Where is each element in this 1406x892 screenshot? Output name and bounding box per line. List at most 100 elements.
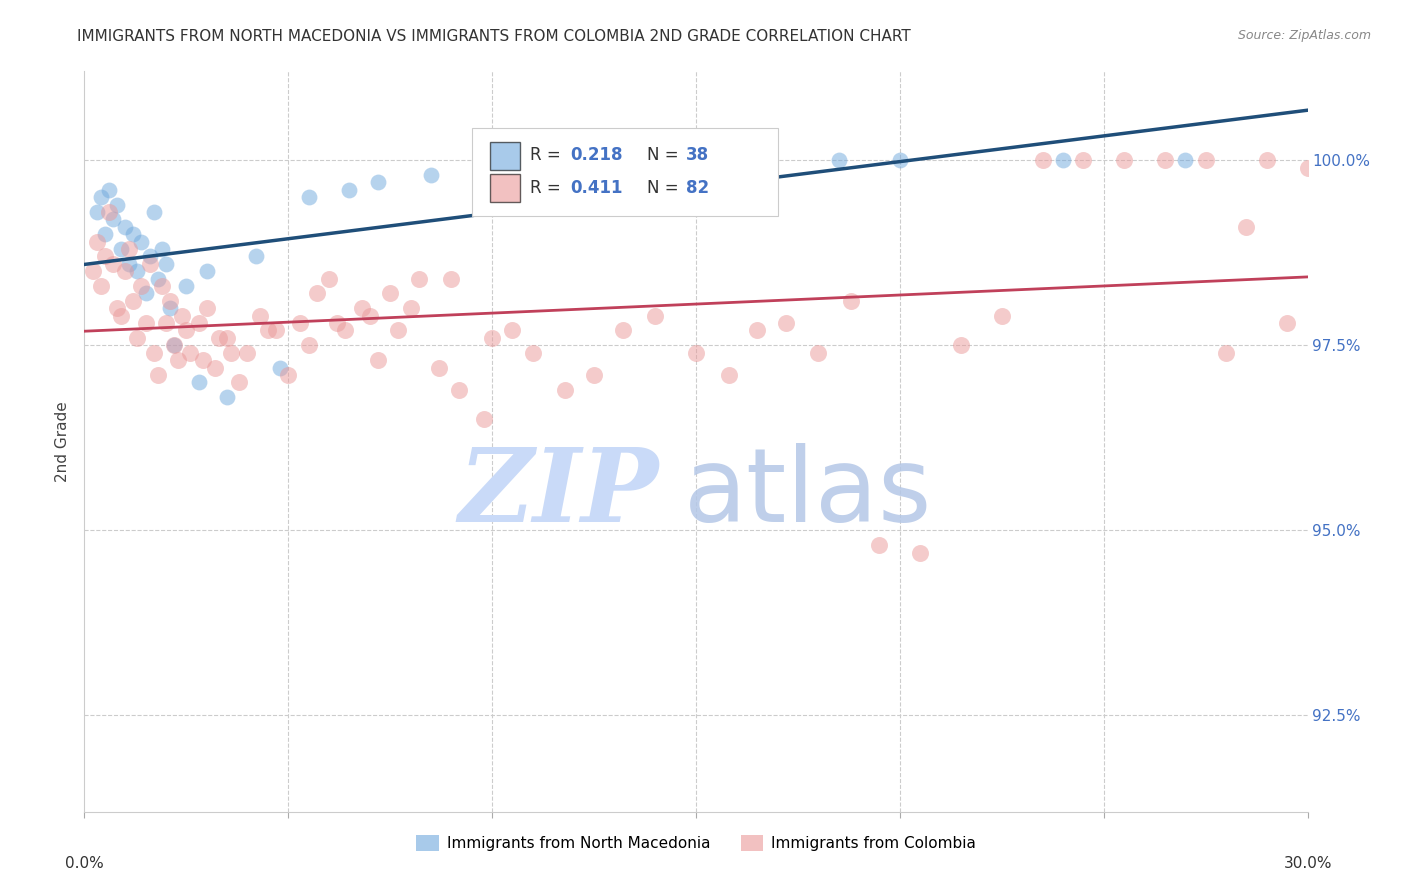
Text: ZIP: ZIP bbox=[458, 444, 659, 543]
Point bbox=[290, 316, 312, 330]
Text: 30.0%: 30.0% bbox=[1284, 856, 1331, 871]
FancyBboxPatch shape bbox=[472, 128, 778, 216]
Point bbox=[127, 331, 149, 345]
Point bbox=[1215, 345, 1237, 359]
Point bbox=[155, 257, 177, 271]
Point bbox=[146, 368, 169, 382]
Point bbox=[174, 279, 197, 293]
Point bbox=[747, 324, 769, 338]
Point bbox=[685, 345, 707, 359]
Point bbox=[644, 309, 666, 323]
Point bbox=[1236, 219, 1258, 234]
Point bbox=[167, 353, 190, 368]
Point bbox=[93, 227, 115, 242]
Point bbox=[775, 316, 797, 330]
Point bbox=[554, 383, 576, 397]
Point bbox=[950, 338, 973, 352]
Point bbox=[219, 345, 242, 359]
Point bbox=[1195, 153, 1218, 168]
Point bbox=[910, 546, 932, 560]
Point bbox=[1052, 153, 1074, 168]
Point bbox=[217, 390, 239, 404]
Text: 0.218: 0.218 bbox=[569, 146, 623, 164]
Point bbox=[93, 250, 115, 264]
Point bbox=[204, 360, 226, 375]
Point bbox=[1174, 153, 1197, 168]
Text: R =: R = bbox=[530, 178, 565, 196]
Point bbox=[86, 205, 108, 219]
Point bbox=[449, 383, 471, 397]
Point bbox=[472, 412, 495, 426]
Point bbox=[208, 331, 231, 345]
Point bbox=[135, 286, 157, 301]
Point bbox=[97, 183, 120, 197]
Point bbox=[1114, 153, 1136, 168]
Point bbox=[110, 242, 132, 256]
Point bbox=[298, 338, 321, 352]
Point bbox=[122, 227, 145, 242]
Point bbox=[481, 331, 503, 345]
Text: 38: 38 bbox=[686, 146, 709, 164]
Point bbox=[159, 293, 181, 308]
Point bbox=[114, 219, 136, 234]
Text: 82: 82 bbox=[686, 178, 709, 196]
Text: 0.0%: 0.0% bbox=[65, 856, 104, 871]
Point bbox=[502, 153, 524, 168]
Point bbox=[387, 324, 409, 338]
Point bbox=[228, 376, 250, 390]
Point bbox=[217, 331, 239, 345]
Point bbox=[269, 360, 291, 375]
Point bbox=[399, 301, 422, 316]
Point bbox=[502, 324, 524, 338]
Text: R =: R = bbox=[530, 146, 565, 164]
Point bbox=[839, 293, 862, 308]
Point bbox=[612, 324, 634, 338]
Point bbox=[305, 286, 328, 301]
Point bbox=[245, 250, 267, 264]
Point bbox=[195, 264, 218, 278]
Point bbox=[90, 190, 112, 204]
Point bbox=[889, 153, 911, 168]
Point bbox=[359, 309, 381, 323]
Point bbox=[163, 338, 186, 352]
Point bbox=[105, 301, 128, 316]
Point bbox=[725, 153, 748, 168]
Text: atlas: atlas bbox=[683, 442, 932, 544]
Point bbox=[440, 271, 463, 285]
Point bbox=[90, 279, 112, 293]
Point bbox=[522, 345, 544, 359]
Point bbox=[97, 205, 120, 219]
Point bbox=[298, 190, 321, 204]
Point bbox=[583, 368, 606, 382]
Point bbox=[138, 250, 160, 264]
Point bbox=[1256, 153, 1278, 168]
Point bbox=[277, 368, 299, 382]
Point bbox=[191, 353, 214, 368]
Point bbox=[163, 338, 186, 352]
Point bbox=[174, 324, 197, 338]
Text: N =: N = bbox=[647, 146, 683, 164]
Point bbox=[828, 153, 851, 168]
Point bbox=[249, 309, 271, 323]
Point bbox=[236, 345, 259, 359]
Point bbox=[86, 235, 108, 249]
Point bbox=[114, 264, 136, 278]
Text: N =: N = bbox=[647, 178, 683, 196]
Point bbox=[583, 153, 606, 168]
Text: Source: ZipAtlas.com: Source: ZipAtlas.com bbox=[1237, 29, 1371, 42]
Point bbox=[110, 309, 132, 323]
Point bbox=[264, 324, 287, 338]
Text: 0.411: 0.411 bbox=[569, 178, 623, 196]
Point bbox=[187, 316, 209, 330]
Point bbox=[717, 368, 740, 382]
Point bbox=[339, 183, 361, 197]
Point bbox=[420, 168, 443, 182]
Point bbox=[1277, 316, 1299, 330]
Point bbox=[131, 279, 153, 293]
Point bbox=[380, 286, 402, 301]
Point bbox=[142, 345, 165, 359]
Point bbox=[367, 353, 389, 368]
Point bbox=[105, 197, 128, 211]
Point bbox=[326, 316, 349, 330]
Point bbox=[118, 242, 141, 256]
